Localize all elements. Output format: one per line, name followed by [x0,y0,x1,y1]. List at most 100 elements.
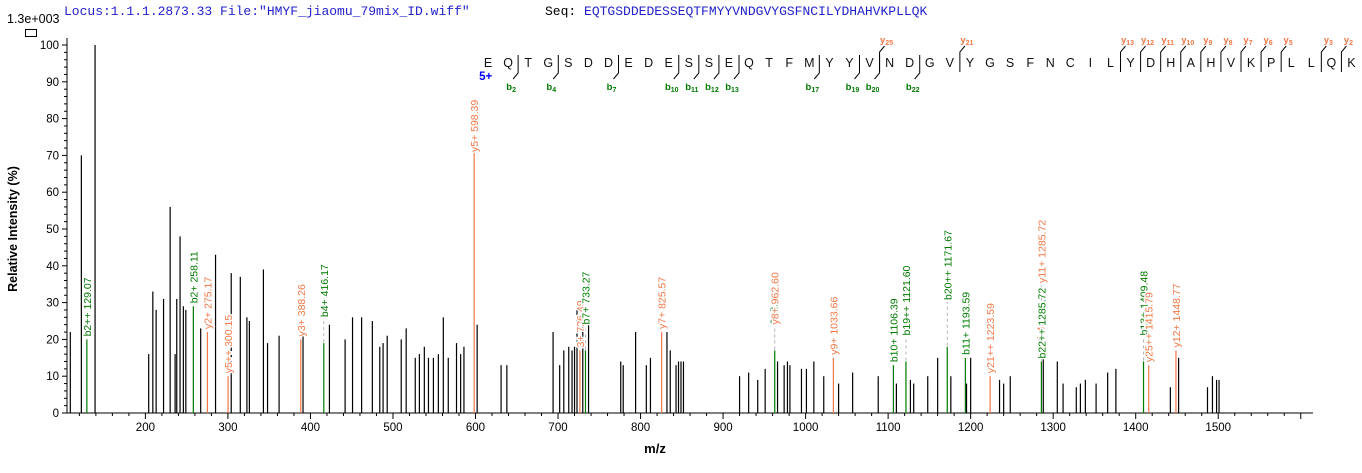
zoom-region-icon[interactable] [25,29,37,37]
residue-8-E: E [624,56,632,70]
max-intensity-label: 1.3e+003 [7,12,60,26]
ion-label-b20++: b20++ 1171.67 [942,230,954,300]
occluded-ion-label: 962.32 [769,292,781,324]
b-ion-label-b17: b17 [806,82,820,94]
ion-label-b7+: b7+ 733.27 [580,271,592,324]
residue-39-K: K [1247,56,1256,70]
ion-label-b22++: b22++ 1285.72 [1036,288,1048,359]
sequence-value: EQTGSDDEDESSEQTFMYYVNDGVYGSFNCILYDHAHVKP… [584,4,928,19]
sequence-header: Seq: EQTGSDDEDESSEQTFMYYVNDGVYGSFNCILYDH… [545,4,927,19]
ion-label-y9+: y9+ 1033.66 [828,297,840,355]
label-connectors [323,285,1145,361]
ion-label-y7+: y7+ 825.57 [657,277,669,329]
y-cleavage-mark-y21 [959,45,966,72]
ion-label-y8+: y8+ 962.60 [770,272,782,324]
residue-29-N: N [1046,56,1055,70]
residue-36-A: A [1187,56,1196,70]
ion-label-3+: 3+ 726.49 [575,300,587,347]
residue-23-G: G [925,56,935,70]
y-cleavage-mark-y11 [1160,45,1167,72]
y-cleavage-mark-y25 [879,45,885,72]
ion-label-y2+: y2+ 275.17 [202,277,214,329]
x-tick-label: 300 [218,422,237,434]
y-ion-label-y25: y25 [880,35,893,47]
residue-4-G: G [543,56,553,70]
b-cleavage-mark-b22 [914,55,921,80]
residue-34-D: D [1146,56,1155,70]
y-cleavage-mark-y5 [1280,45,1287,72]
y-ion-label-y11: y11 [1161,35,1174,47]
y-tick-label: 10 [46,371,59,383]
ion-label-y5++: y5++ 300.15 [223,315,235,374]
y-ion-label-y8: y8 [1223,35,1232,47]
b-ion-label-b19: b19 [846,82,860,94]
y-ion-label-y5: y5 [1284,35,1293,47]
y-cleavage-mark-y13 [1120,45,1126,72]
b-ion-label-b4: b4 [546,82,556,94]
y-cleavage-mark-y7 [1240,45,1247,72]
b-cleavage-mark-b4 [552,55,559,80]
b-cleavage-mark-b11 [693,55,700,80]
residue-31-I: I [1089,56,1092,70]
y-cleavage-mark-y12 [1140,45,1146,72]
residue-44-K: K [1347,56,1356,70]
peak-labels: b2++ 129.07 b2+ 258.11 y2+ 275.17 y5++ 300.… [80,71,1184,375]
x-tick-label: 500 [383,422,402,434]
residue-15-T: T [765,56,773,70]
x-tick-label: 1000 [793,422,819,434]
ion-label-y25++: y25++ 1415.79 [1144,292,1156,362]
x-tick-label: 700 [548,422,567,434]
b-ion-label-b7: b7 [607,82,617,94]
ion-label-b2++: b2++ 129.07 [82,277,94,336]
residue-16-F: F [785,56,793,70]
residue-2-Q: Q [503,56,513,70]
y-ion-label-y6: y6 [1263,35,1272,47]
y-tick-label: 90 [46,77,59,89]
residue-18-Y: Y [825,56,834,70]
residue-40-P: P [1267,56,1275,70]
y-tick-label: 40 [46,261,59,273]
b-cleavage-mark-b12 [713,55,720,80]
residue-19-Y: Y [845,56,854,70]
x-tick-label: 600 [466,422,485,434]
peaks [69,45,1220,413]
residue-24-V: V [946,56,955,70]
residue-32-L: L [1107,56,1114,70]
y-ion-label-y12: y12 [1141,35,1154,47]
residue-7-D: D [604,56,613,70]
residue-33-Y: Y [1126,56,1135,70]
residue-27-S: S [1006,56,1014,70]
residue-5-S: S [564,56,572,70]
locus-file-label: Locus:1.1.1.2873.33 File:"HMYF_jiaomu_79… [64,4,470,19]
occluded-ion-label: 1286.48 [1035,320,1047,358]
residue-26-G: G [985,56,995,70]
y-tick-label: 60 [46,187,59,199]
residue-37-H: H [1206,56,1215,70]
ion-label-y11+: y11+ 1285.72 [1036,220,1048,283]
y-axis-title: Relative Intensity (%) [6,166,20,292]
ion-label-b2+: b2+ 258.11 [188,251,200,303]
residue-1-E: E [484,56,492,70]
b-ion-label-b10: b10 [665,82,679,94]
residue-21-N: N [885,56,894,70]
y-cleavage-mark-y3 [1320,45,1327,72]
b-ion-label-b2: b2 [506,82,516,94]
x-tick-label: 1400 [1123,422,1149,434]
x-tick-label: 400 [301,422,320,434]
residue-17-M: M [804,56,814,70]
residue-3-T: T [524,56,532,70]
residue-30-C: C [1066,56,1075,70]
precursor-charge-tag: 5+ [479,71,492,83]
x-tick-label: 800 [631,422,650,434]
residue-43-Q: Q [1326,56,1336,70]
ion-label-b4+: b4+ 416.17 [319,264,331,317]
y-ion-label-y2: y2 [1344,35,1353,47]
residue-6-D: D [584,56,593,70]
b-cleavage-mark-b17 [813,55,820,80]
b-cleavage-mark-b10 [673,55,680,80]
y-ion-label-y3: y3 [1324,35,1333,47]
y-cleavage-mark-y10 [1180,45,1187,72]
residue-38-V: V [1227,56,1236,70]
residue-13-E: E [725,56,733,70]
